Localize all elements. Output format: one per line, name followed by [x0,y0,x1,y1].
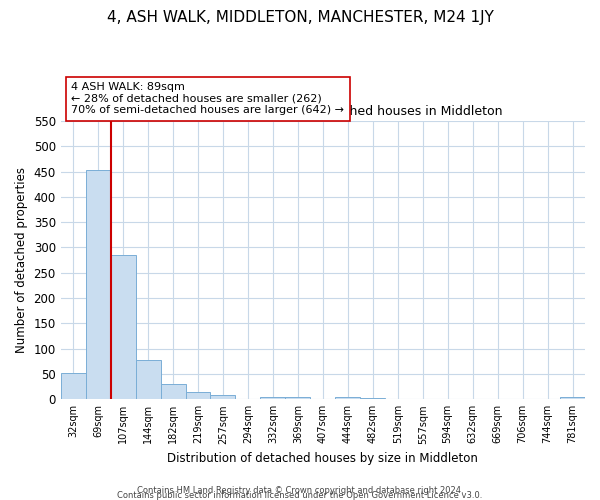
Text: Contains public sector information licensed under the Open Government Licence v3: Contains public sector information licen… [118,490,482,500]
Bar [335,398,360,400]
X-axis label: Distribution of detached houses by size in Middleton: Distribution of detached houses by size … [167,452,478,465]
Bar [110,255,136,400]
Bar [161,384,185,400]
Text: 4 ASH WALK: 89sqm
← 28% of detached houses are smaller (262)
70% of semi-detache: 4 ASH WALK: 89sqm ← 28% of detached hous… [71,82,344,116]
Bar [136,360,161,400]
Bar [560,398,585,400]
Bar [260,397,286,400]
Text: 4, ASH WALK, MIDDLETON, MANCHESTER, M24 1JY: 4, ASH WALK, MIDDLETON, MANCHESTER, M24 … [107,10,493,25]
Y-axis label: Number of detached properties: Number of detached properties [15,167,28,353]
Bar [360,398,385,400]
Bar [185,392,211,400]
Bar [211,394,235,400]
Bar [86,170,110,400]
Bar [286,397,310,400]
Text: Contains HM Land Registry data © Crown copyright and database right 2024.: Contains HM Land Registry data © Crown c… [137,486,463,495]
Title: Size of property relative to detached houses in Middleton: Size of property relative to detached ho… [143,106,503,118]
Bar [61,373,86,400]
